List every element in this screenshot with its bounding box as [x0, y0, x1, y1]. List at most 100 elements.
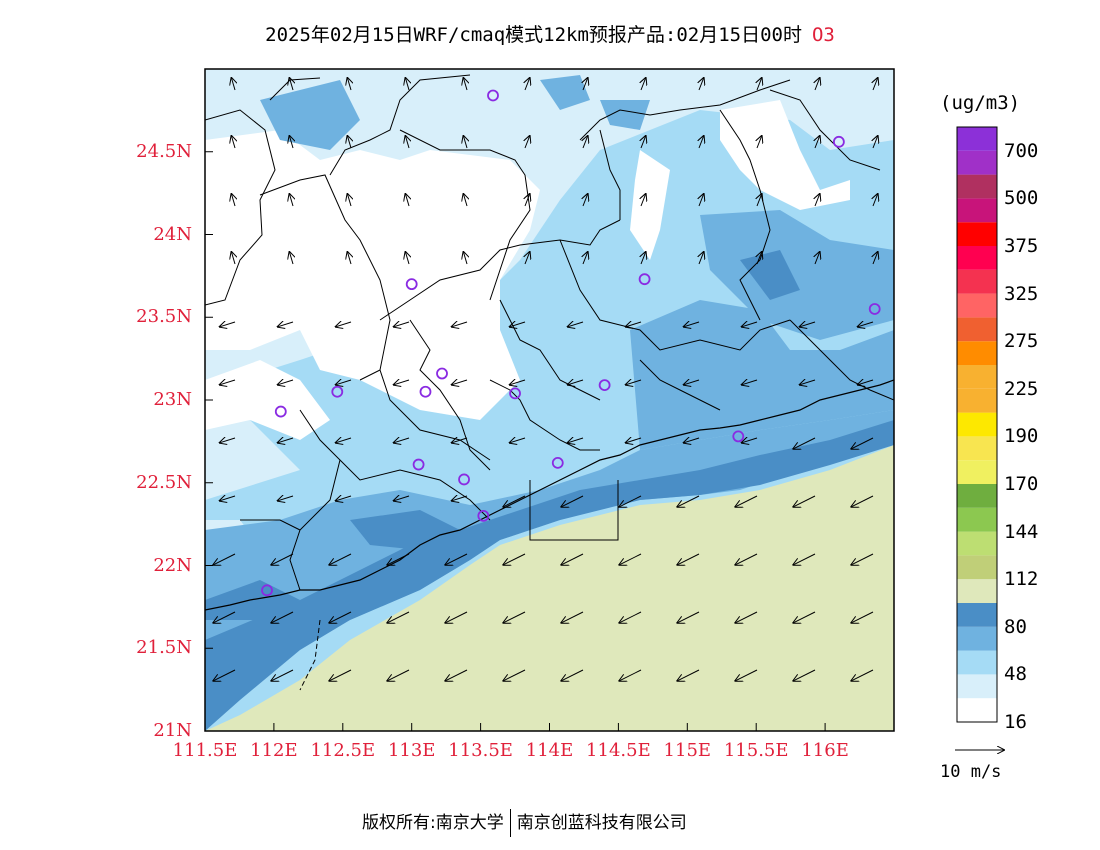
wind-arrow [271, 669, 294, 681]
colorbar-swatch [957, 460, 997, 484]
wind-arrow [525, 194, 530, 207]
wind-arrow [347, 252, 351, 265]
wind-arrow [336, 496, 352, 501]
wind-arrow [452, 322, 468, 327]
wind-arrow [757, 78, 762, 91]
colorbar-swatch [957, 579, 997, 603]
wind-arrow [677, 553, 700, 565]
wind-arrow [815, 136, 820, 149]
wind-arrow [278, 322, 294, 327]
station-marker [477, 509, 490, 522]
wind-arrow [858, 380, 874, 385]
colorbar-swatch [957, 674, 997, 699]
station-marker [419, 385, 432, 398]
station-marker [412, 458, 425, 471]
wind-arrow [231, 194, 235, 207]
station-marker [832, 135, 845, 148]
wind-arrow [568, 380, 584, 385]
colorbar-swatch [957, 484, 997, 508]
wind-arrow [873, 194, 878, 207]
wind-arrow [220, 380, 236, 385]
wind-arrow [405, 252, 409, 265]
lon-tick-label: 113.5E [448, 740, 513, 761]
colorbar-tick-label: 225 [1004, 377, 1039, 400]
wind-arrow [583, 252, 588, 265]
lon-tick-label: 112.5E [310, 740, 376, 761]
wind-arrow [568, 322, 584, 327]
wind-arrow [220, 322, 236, 327]
station-marker [331, 385, 344, 398]
colorbar-swatch [957, 698, 997, 722]
wind-arrow [329, 669, 352, 681]
wind-arrow [347, 194, 351, 207]
colorbar-swatch [957, 603, 997, 627]
wind-arrow [851, 437, 874, 449]
wind-arrow [815, 78, 820, 91]
coastline [205, 379, 894, 611]
wind-arrow [677, 669, 700, 681]
concentration-field [205, 69, 894, 731]
colorbar-swatch [957, 127, 997, 151]
station-marker [405, 278, 418, 291]
wind-arrow [394, 322, 410, 327]
wind-arrow [445, 611, 468, 623]
wind-arrow [510, 322, 526, 327]
lat-tick-label: 22.5N [136, 471, 192, 493]
wind-arrow [583, 78, 588, 91]
wind-arrow [387, 611, 410, 623]
wind-arrow [561, 611, 584, 623]
colorbar-swatch [957, 650, 997, 675]
wind-arrow [677, 495, 700, 507]
wind-arrow [815, 194, 820, 207]
wind-arrow [278, 380, 294, 385]
title-variable: O3 [811, 24, 835, 46]
wind-arrow [851, 669, 874, 681]
lat-tick-label: 24N [153, 223, 192, 245]
station-marker [274, 405, 287, 418]
wind-arrow [445, 553, 468, 565]
colorbar-swatch [957, 293, 997, 318]
wind-arrow [463, 252, 467, 265]
wind-arrow [394, 380, 410, 385]
wind-arrow [641, 194, 646, 207]
wind-arrow [289, 78, 293, 91]
wind-arrow [329, 553, 352, 565]
wind-arrow [347, 78, 351, 91]
lat-tick-label: 23.5N [136, 306, 192, 328]
wind-arrow [684, 438, 700, 443]
wind-arrow [619, 553, 642, 565]
wind-arrow [800, 380, 816, 385]
lon-tick-label: 111.5E [172, 740, 238, 761]
station-marker [598, 379, 611, 392]
wind-arrow [873, 136, 878, 149]
wind-arrow [793, 495, 816, 507]
wind-arrow [525, 78, 530, 91]
colorbar-swatch [957, 365, 997, 389]
colorbar-tick-label: 190 [1004, 425, 1039, 448]
colorbar-swatch [957, 341, 997, 365]
title-main: 2025年02月15日WRF/cmaq模式12km预报产品:02月15日00时 [265, 24, 802, 46]
station-marker [487, 89, 499, 102]
wind-arrow [735, 611, 758, 623]
station-marker [551, 456, 564, 469]
wind-arrow [394, 438, 410, 443]
colorbar-tick-label: 170 [1004, 473, 1039, 495]
lat-tick-label: 21N [153, 720, 192, 741]
lat-tick-label: 21.5N [136, 637, 192, 659]
wind-arrow [220, 496, 236, 501]
wind-arrow [742, 438, 758, 443]
colorbar-tick-label: 16 [1004, 711, 1027, 733]
wind-arrow [619, 611, 642, 623]
wind-arrow [793, 669, 816, 681]
lon-tick-label: 114E [525, 740, 574, 761]
wind-arrow [851, 611, 874, 623]
wind-arrow [583, 136, 588, 149]
wind-arrow [561, 553, 584, 565]
wind-arrow [445, 669, 468, 681]
wind-arrow [873, 252, 878, 265]
wind-arrow [626, 380, 642, 385]
wind-arrow [619, 495, 642, 507]
wind-arrow [289, 194, 293, 207]
wind-arrow [815, 252, 820, 265]
lon-tick-label: 112E [250, 740, 298, 761]
